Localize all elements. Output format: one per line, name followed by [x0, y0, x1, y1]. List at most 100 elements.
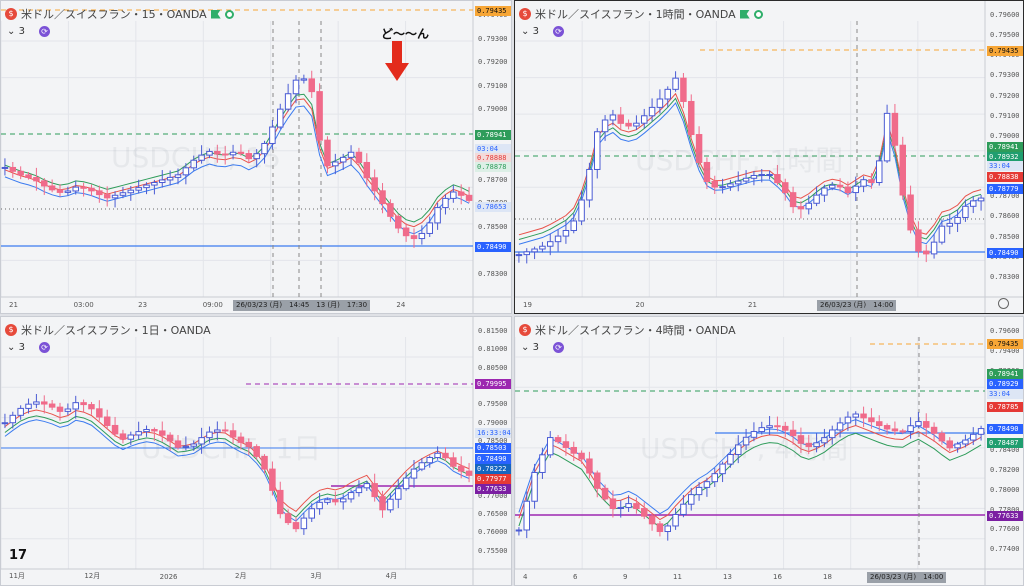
candle [797, 201, 805, 219]
candle [539, 241, 546, 253]
currency-logo-icon: $ [519, 8, 531, 20]
time-tick-label: 6 [573, 573, 578, 581]
settings-gear-icon[interactable] [998, 298, 1009, 309]
candle [80, 399, 87, 413]
price-tick-label: 0.81000 [478, 345, 508, 354]
candle [594, 470, 601, 498]
price-tag: 0.78490 [475, 454, 511, 464]
candle [355, 480, 363, 497]
symbol-title[interactable]: 米ドル／スイスフラン・15・OANDA [21, 8, 207, 21]
indicator-toggle[interactable]: ⌄ 3 [7, 342, 25, 353]
price-tick-label: 0.78500 [478, 436, 508, 445]
candle [442, 447, 449, 461]
candle [789, 186, 797, 214]
candle [457, 456, 465, 479]
chart-header: $ 米ドル／スイスフラン・4時間・OANDA [519, 322, 736, 338]
candle [48, 179, 56, 193]
candle [402, 223, 410, 242]
candle [1, 158, 9, 176]
candle [339, 153, 347, 170]
candle [672, 508, 679, 530]
candle [332, 491, 339, 506]
candle [664, 523, 671, 541]
crosshair-time-label: 26/03/23 (月) 14:45 13 (月) 17:30 [233, 300, 371, 311]
symbol-title[interactable]: 米ドル／スイスフラン・1日・OANDA [21, 324, 211, 337]
candle [395, 479, 402, 509]
indicator-row: ⌄ 3 ⟳ [521, 26, 564, 37]
watermark: USDCHF, 1時間 [635, 144, 844, 177]
indicator-toggle[interactable]: ⌄ 3 [521, 342, 539, 353]
candle [829, 425, 836, 445]
chart-canvas-4h[interactable] [515, 317, 1024, 586]
candle [261, 454, 268, 474]
candle [609, 490, 617, 518]
price-tag: 0.78878 [475, 162, 511, 172]
indicator-toggle[interactable]: ⌄ 3 [7, 26, 25, 37]
sync-icon[interactable]: ⟳ [552, 342, 564, 353]
time-tick-label: 21 [748, 301, 757, 309]
candle [33, 167, 40, 191]
price-tag: 0.78888 [475, 153, 511, 163]
price-tag: 0.78941 [987, 369, 1023, 379]
candle [308, 503, 315, 523]
candle [562, 434, 570, 456]
indicator-count: 3 [532, 26, 539, 37]
candle [300, 513, 308, 535]
candle [844, 411, 852, 431]
price-tag: 0.78941 [987, 142, 1023, 152]
price-tick-label: 0.79600 [990, 11, 1020, 19]
chart-header: $ 米ドル／スイスフラン・15・OANDA [5, 6, 234, 22]
watermark: USDCHF, 1日 [141, 432, 322, 465]
price-tag: 0.78490 [475, 242, 511, 252]
candle [324, 136, 331, 174]
price-tick-label: 0.78400 [990, 446, 1020, 454]
indicator-count: 3 [18, 342, 25, 353]
candle [742, 428, 750, 451]
indicator-toggle[interactable]: ⌄ 3 [521, 26, 539, 37]
candle [127, 431, 135, 446]
candle [515, 251, 523, 263]
candle [664, 86, 671, 108]
candle [17, 166, 24, 180]
time-tick-label: 16 [773, 573, 782, 581]
candle [135, 421, 142, 440]
price-tick-label: 0.79300 [478, 34, 508, 43]
candle [111, 191, 119, 208]
candle [891, 421, 899, 436]
sync-icon[interactable]: ⟳ [38, 342, 50, 353]
candle [711, 468, 718, 487]
price-tick-label: 0.77400 [990, 545, 1020, 554]
candle [821, 184, 828, 202]
indicator-row: ⌄ 3 ⟳ [7, 342, 50, 353]
candle [915, 412, 922, 428]
tradingview-logo-icon[interactable]: 17 [9, 548, 28, 563]
candle [883, 104, 891, 163]
candle [625, 119, 632, 130]
candle [609, 109, 617, 126]
chart-panel-1d[interactable]: USDCHF, 1日 $ 米ドル／スイスフラン・1日・OANDA ⌄ 3 ⟳ 0… [0, 316, 512, 586]
chart-panel-4h[interactable]: USDCHF, 4時間 $ 米ドル／スイスフラン・4時間・OANDA ⌄ 3 ⟳… [514, 316, 1024, 586]
candle [214, 144, 221, 163]
candle [143, 425, 150, 437]
chart-canvas-1h[interactable] [515, 1, 1024, 314]
price-tick-label: 0.79000 [478, 418, 508, 427]
candle [316, 493, 323, 515]
candle [25, 171, 32, 180]
chart-canvas-1d[interactable] [1, 317, 512, 586]
chart-canvas-15m[interactable] [1, 1, 512, 314]
price-tag: 0.78653 [475, 202, 511, 212]
candle [387, 199, 394, 222]
sync-icon[interactable]: ⟳ [38, 26, 50, 37]
price-tick-label: 0.79300 [990, 71, 1020, 80]
symbol-title[interactable]: 米ドル／スイスフラン・4時間・OANDA [535, 324, 736, 337]
candle [625, 495, 632, 512]
price-tick-label: 0.78700 [990, 192, 1020, 201]
symbol-title[interactable]: 米ドル／スイスフラン・1時間・OANDA [535, 8, 736, 21]
time-tick-label: 4月 [385, 572, 398, 580]
candle [750, 422, 758, 442]
chart-panel-15m[interactable]: USDCHF, 15 $ 米ドル／スイスフラン・15・OANDA ⌄ 3 ⟳ ど… [0, 0, 512, 314]
candle [41, 395, 48, 414]
time-tick-label: 11 [673, 573, 682, 581]
chart-panel-1h[interactable]: USDCHF, 1時間 $ 米ドル／スイスフラン・1時間・OANDA ⌄ 3 ⟳… [514, 0, 1024, 314]
sync-icon[interactable]: ⟳ [552, 26, 564, 37]
